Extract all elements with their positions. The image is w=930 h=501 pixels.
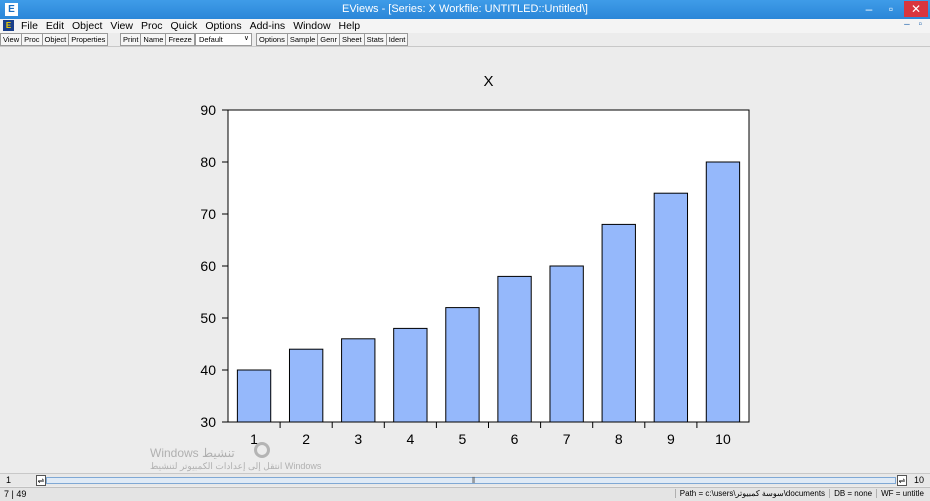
- y-tick-label: 50: [200, 310, 216, 326]
- menu-help[interactable]: Help: [338, 20, 361, 32]
- maximize-button[interactable]: ▫: [888, 2, 894, 16]
- options-button[interactable]: Options: [256, 33, 287, 46]
- name-button[interactable]: Name: [140, 33, 166, 46]
- graph-type-value: Default: [199, 35, 223, 44]
- x-tick-label: 7: [563, 431, 571, 447]
- menu-addins[interactable]: Add-ins: [249, 20, 286, 32]
- x-tick-label: 6: [511, 431, 519, 447]
- sample-button[interactable]: Sample: [286, 33, 318, 46]
- x-tick-label: 9: [667, 431, 675, 447]
- x-tick-label: 8: [615, 431, 623, 447]
- sheet-button[interactable]: Sheet: [338, 33, 364, 46]
- document-window-controls[interactable]: – ▫: [904, 19, 925, 30]
- title-bar: E EViews - [Series: X Workfile: UNTITLED…: [0, 0, 930, 19]
- scroll-right-handle[interactable]: ⇌: [897, 475, 907, 486]
- status-bar: 7 | 49 Path = c:\users\سوسة كمبيوتر\docu…: [0, 487, 930, 501]
- status-position: 7 | 49: [4, 489, 27, 499]
- x-tick-label: 4: [406, 431, 414, 447]
- x-tick-label: 10: [715, 431, 731, 447]
- toolbar-group-view: View Proc Object Properties: [0, 33, 109, 46]
- bar-8: [601, 223, 636, 423]
- graph-type-select[interactable]: Default ∨: [195, 33, 252, 46]
- graph-area: X 30 40 50 60 70 80 90 1 2 3 4 5 6 7 8 9 10: [0, 48, 930, 472]
- chart-title: X: [483, 73, 493, 90]
- minimize-button[interactable]: –: [865, 2, 873, 16]
- status-wf: WF = untitle: [876, 489, 928, 498]
- toolbar-group-options: Options Sample Genr Sheet Stats Ident: [256, 33, 409, 46]
- bar-10: [705, 161, 741, 423]
- menu-view[interactable]: View: [110, 20, 133, 32]
- menu-object[interactable]: Object: [72, 20, 103, 32]
- y-tick-label: 60: [200, 258, 216, 274]
- scroll-grip-icon: ⦀: [472, 476, 476, 485]
- menu-bar: E File Edit Object View Proc Quick Options Add-…: [0, 19, 930, 33]
- properties-button[interactable]: Properties: [68, 33, 109, 46]
- document-icon[interactable]: E: [3, 20, 14, 31]
- view-button[interactable]: View: [0, 33, 22, 46]
- stats-button[interactable]: Stats: [363, 33, 386, 46]
- bar-chart: X 30 40 50 60 70 80 90 1 2 3 4 5 6 7 8 9 10: [200, 73, 750, 447]
- object-button[interactable]: Object: [41, 33, 69, 46]
- window-title: EViews - [Series: X Workfile: UNTITLED::…: [342, 3, 588, 15]
- watermark-line1: Windows تنشيط: [150, 446, 235, 460]
- scroll-end-label: 10: [914, 475, 925, 485]
- scroll-start-label: 1: [6, 475, 12, 485]
- ident-button[interactable]: Ident: [385, 33, 409, 46]
- menu-quick[interactable]: Quick: [170, 20, 198, 32]
- y-tick-label: 30: [200, 414, 216, 430]
- bar-4: [393, 327, 428, 423]
- scroll-track[interactable]: [46, 477, 896, 484]
- close-button[interactable]: ✕: [904, 1, 928, 17]
- scroll-left-handle[interactable]: ⇌: [36, 475, 46, 486]
- menu-options[interactable]: Options: [205, 20, 242, 32]
- x-tick-label: 1: [250, 431, 258, 447]
- freeze-button[interactable]: Freeze: [165, 33, 195, 46]
- bar-9: [653, 192, 689, 423]
- menu-proc[interactable]: Proc: [140, 20, 163, 32]
- key-icon: [254, 442, 270, 458]
- y-tick-label: 90: [200, 102, 216, 118]
- eviews-app-icon[interactable]: E: [5, 3, 18, 16]
- bar-7: [549, 265, 584, 423]
- menu-items: File Edit Object View Proc Quick Options Add-in…: [17, 20, 364, 32]
- bar-5: [445, 307, 480, 423]
- x-tick-label: 3: [354, 431, 362, 447]
- y-tick-label: 70: [200, 206, 216, 222]
- series-toolbar: View Proc Object Properties Print Name Freeze…: [0, 33, 930, 47]
- x-tick-label: 2: [302, 431, 310, 447]
- horizontal-scrollbar[interactable]: 1 ⇌ ⦀ ⇌ 10: [0, 473, 930, 486]
- proc-button[interactable]: Proc: [21, 33, 42, 46]
- bar-2: [288, 348, 324, 423]
- x-tick-label: 5: [459, 431, 467, 447]
- watermark-line2: انتقل إلى إعدادات الكمبيوتر لتنشيط Windo…: [150, 461, 322, 471]
- menu-file[interactable]: File: [21, 20, 38, 32]
- chevron-down-icon: ∨: [243, 35, 249, 42]
- menu-window[interactable]: Window: [293, 20, 331, 32]
- toolbar-group-print: Print Name Freeze: [120, 33, 195, 46]
- bar-1: [236, 369, 272, 423]
- status-db: DB = none: [829, 489, 876, 498]
- genr-button[interactable]: Genr: [317, 33, 339, 46]
- y-tick-label: 40: [200, 362, 216, 378]
- bar-6: [497, 275, 532, 423]
- status-path: Path = c:\users\سوسة كمبيوتر\documents: [674, 489, 829, 498]
- y-tick-label: 80: [200, 154, 216, 170]
- print-button[interactable]: Print: [120, 33, 141, 46]
- menu-edit[interactable]: Edit: [45, 20, 65, 32]
- activation-watermark: Windows تنشيط انتقل إلى إعدادات الكمبيوت…: [150, 442, 322, 472]
- bar-3: [341, 338, 376, 423]
